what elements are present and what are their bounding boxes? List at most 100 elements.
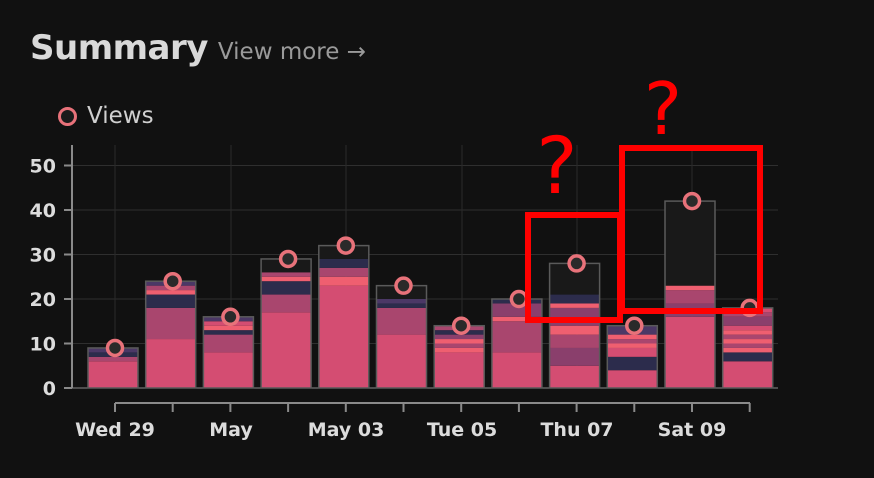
bar-segment [203, 352, 254, 388]
data-point [336, 236, 356, 255]
bar-segment [376, 307, 427, 335]
bar-segment [722, 330, 773, 335]
x-tick-label: May [209, 419, 253, 441]
bar [202, 316, 255, 389]
bar [260, 258, 312, 389]
bar-segment [549, 307, 600, 326]
bar-segment [549, 325, 600, 335]
bar-segment [607, 339, 658, 344]
x-tick-label: Wed 29 [75, 419, 155, 441]
bar [606, 324, 659, 389]
bar-segment [261, 294, 312, 313]
bar [491, 298, 543, 389]
bar-segment [665, 285, 715, 291]
bar-segment [491, 321, 542, 353]
view-more-link[interactable]: View more → [217, 39, 366, 65]
data-point [163, 271, 182, 291]
bar-segment [434, 352, 485, 388]
y-tick-label: 50 [30, 156, 56, 178]
bar-segment [145, 290, 196, 295]
bar-segment [318, 258, 369, 268]
page-title: Summary [30, 28, 208, 68]
y-tick-label: 30 [30, 245, 56, 267]
bar-segment [261, 276, 312, 282]
bar-segment [665, 201, 715, 286]
bar-segment [261, 272, 312, 277]
bar-segment [145, 294, 196, 308]
data-point [278, 249, 298, 269]
bar-segment [88, 356, 138, 362]
bar-segment [549, 347, 600, 366]
bar-segment [549, 294, 600, 304]
annotation-question-mark-1: ? [536, 122, 577, 212]
x-tick-label: Thu 07 [540, 419, 613, 441]
bar-segment [607, 347, 658, 357]
bar-segment [318, 276, 369, 286]
bar-segment [434, 339, 485, 344]
y-tick-label: 40 [30, 200, 56, 222]
bar-segment [722, 325, 773, 331]
bar-segment [722, 361, 773, 388]
bar-segment [722, 343, 773, 348]
legend-label: Views [87, 103, 154, 129]
bar-segment [203, 325, 254, 331]
legend-item-views[interactable]: Views [58, 103, 154, 129]
bar-segment [145, 339, 196, 388]
bar-segment [549, 365, 600, 388]
bar-segment [203, 334, 254, 353]
x-tick-label: Tue 05 [427, 419, 497, 441]
bar-segment [318, 267, 369, 277]
bar-segment [722, 339, 773, 344]
annotation-question-mark-2: ? [644, 67, 682, 151]
y-tick-label: 10 [30, 334, 56, 356]
x-tick-label: Sat 09 [658, 419, 727, 441]
annotation-box-2 [619, 145, 763, 314]
bar-segment [549, 334, 600, 348]
bar-segment [607, 370, 658, 388]
bar-segment [434, 334, 485, 340]
data-point [682, 191, 702, 211]
bar-segment [434, 347, 485, 353]
bar-segment [665, 290, 715, 304]
bar-segment [549, 303, 600, 308]
bar [433, 324, 485, 389]
data-point [567, 254, 586, 273]
bar-segment [318, 285, 369, 388]
bar-segment [607, 356, 658, 371]
bar-segment [376, 303, 427, 308]
data-point [105, 338, 125, 358]
bar-segment [722, 316, 773, 326]
data-point [394, 276, 413, 295]
data-point [625, 316, 644, 335]
bar [375, 284, 428, 389]
bar-segment [491, 352, 542, 388]
bar [318, 244, 370, 389]
y-tick-label: 0 [43, 378, 56, 400]
data-point [451, 316, 471, 335]
bar-segment [491, 316, 542, 322]
x-tick-label: May 03 [308, 419, 385, 441]
bar-segment [145, 307, 196, 340]
bar-segment [203, 330, 254, 335]
bar-segment [88, 361, 138, 388]
bar-segment [607, 343, 658, 348]
bar-segment [722, 352, 773, 362]
legend-circle-icon [58, 106, 77, 126]
bar-segment [376, 334, 427, 388]
bar [548, 262, 601, 389]
annotation-layer: ?? [525, 67, 763, 323]
bar-segment [434, 343, 485, 348]
data-point [221, 307, 240, 327]
y-tick-label: 20 [30, 289, 56, 311]
bar [664, 200, 716, 389]
bar-segment [607, 334, 658, 340]
bar-segment [376, 299, 427, 304]
bar-segment [722, 347, 773, 353]
header: Summary View more → [30, 28, 366, 68]
data-point [509, 289, 529, 309]
bar-segment [665, 316, 715, 388]
bar-segment [261, 281, 312, 295]
bar [144, 280, 197, 389]
